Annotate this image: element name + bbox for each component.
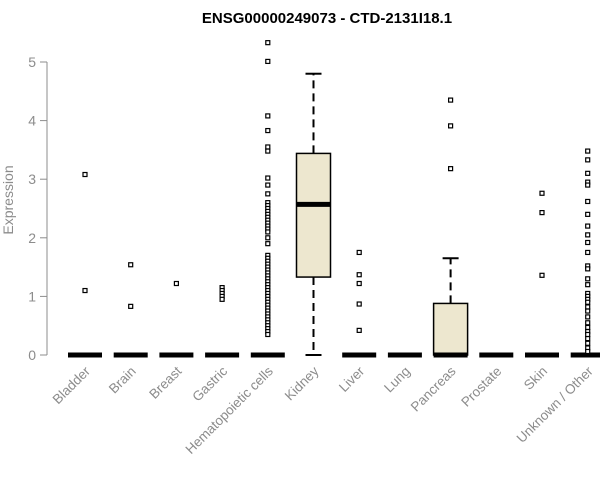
box-8 [432, 302, 469, 356]
outlier-1-0 [128, 262, 134, 268]
outlier-6-4 [356, 327, 362, 333]
outlier-11-29 [585, 348, 591, 355]
outlier-2-0 [173, 280, 179, 287]
x-tick-label-9: Prostate [458, 364, 504, 410]
outlier-11-4 [585, 182, 591, 188]
y-tick-label-3: 3 [28, 171, 36, 187]
outlier-8-0 [448, 97, 454, 103]
outlier-4-7 [265, 182, 271, 188]
outlier-11-7 [585, 223, 591, 229]
y-tick-label-0: 0 [28, 347, 36, 363]
outlier-10-0 [539, 190, 545, 196]
box-5 [295, 152, 332, 278]
outlier-11-27 [585, 340, 591, 346]
x-tick-label-11: Unknown / Other [514, 363, 597, 446]
outlier-8-2 [448, 166, 454, 172]
outlier-8-1 [448, 123, 454, 129]
y-tick-label-2: 2 [28, 230, 36, 246]
box-group-11 [570, 148, 600, 358]
outlier-11-25 [585, 331, 591, 338]
outlier-4-3 [265, 127, 271, 134]
outlier-11-19 [585, 304, 591, 310]
outlier-6-0 [356, 249, 362, 256]
outlier-10-2 [539, 272, 545, 278]
outlier-4-6 [265, 175, 271, 181]
box-group-8 [432, 97, 469, 358]
outlier-11-9 [585, 239, 591, 246]
y-axis-label: Expression [0, 165, 16, 234]
outlier-0-0 [82, 171, 88, 178]
outlier-4-1 [265, 58, 271, 65]
outlier-11-23 [585, 324, 591, 331]
x-tick-label-0: Bladder [50, 363, 94, 407]
box-group-4 [250, 40, 285, 358]
y-tick-label-5: 5 [28, 54, 36, 70]
outlier-11-5 [585, 198, 591, 205]
outlier-11-26 [585, 335, 591, 342]
box-group-1 [113, 262, 148, 358]
outlier-11-8 [585, 232, 591, 238]
outlier-11-6 [585, 211, 591, 217]
x-tick-label-5: Kidney [282, 363, 322, 403]
x-tick-label-4: Hematopoietic cells [183, 363, 277, 457]
outlier-11-12 [585, 266, 591, 272]
x-tick-label-10: Skin [521, 364, 550, 393]
outlier-11-14 [585, 282, 591, 288]
outlier-4-5 [265, 148, 271, 154]
box-group-0 [68, 171, 102, 358]
outlier-4-8 [265, 191, 271, 197]
outlier-11-18 [585, 299, 591, 305]
outlier-11-22 [585, 320, 591, 326]
outlier-10-1 [539, 210, 545, 216]
x-tick-label-8: Pancreas [408, 363, 459, 414]
outlier-11-20 [585, 308, 591, 314]
outlier-11-0 [585, 148, 591, 154]
outlier-6-1 [356, 272, 362, 278]
outlier-4-21 [265, 241, 271, 247]
outlier-11-10 [585, 249, 591, 256]
outlier-11-2 [585, 170, 591, 176]
x-tick-label-2: Breast [146, 363, 184, 401]
box-group-6 [342, 249, 377, 358]
outlier-11-21 [585, 314, 591, 320]
outlier-0-1 [82, 287, 88, 294]
outlier-1-1 [128, 303, 134, 309]
outlier-11-1 [585, 157, 591, 163]
outlier-4-2 [265, 113, 271, 119]
outlier-4-19 [265, 229, 271, 235]
x-tick-label-7: Lung [381, 364, 413, 396]
outlier-4-49 [265, 331, 271, 338]
outlier-4-4 [265, 144, 271, 150]
box-group-3 [205, 285, 240, 358]
chart-title: ENSG00000249073 - CTD-2131I18.1 [202, 10, 452, 27]
y-tick-label-4: 4 [28, 113, 36, 129]
y-axis: 0 1 2 3 4 5 [28, 54, 48, 363]
x-tick-label-1: Brain [106, 364, 139, 397]
box-group-2 [159, 280, 194, 358]
outlier-4-0 [265, 40, 271, 46]
box-group-5 [295, 72, 332, 356]
y-tick-label-1: 1 [28, 288, 36, 304]
outlier-4-20 [265, 235, 271, 241]
outlier-11-13 [585, 276, 591, 282]
outlier-3-4 [219, 296, 225, 302]
outlier-6-3 [356, 301, 362, 307]
outlier-6-2 [356, 280, 362, 287]
x-tick-label-6: Liver [336, 363, 368, 395]
x-tick-label-3: Gastric [189, 363, 230, 404]
box-group-10 [525, 190, 559, 358]
plot-area [68, 40, 600, 358]
